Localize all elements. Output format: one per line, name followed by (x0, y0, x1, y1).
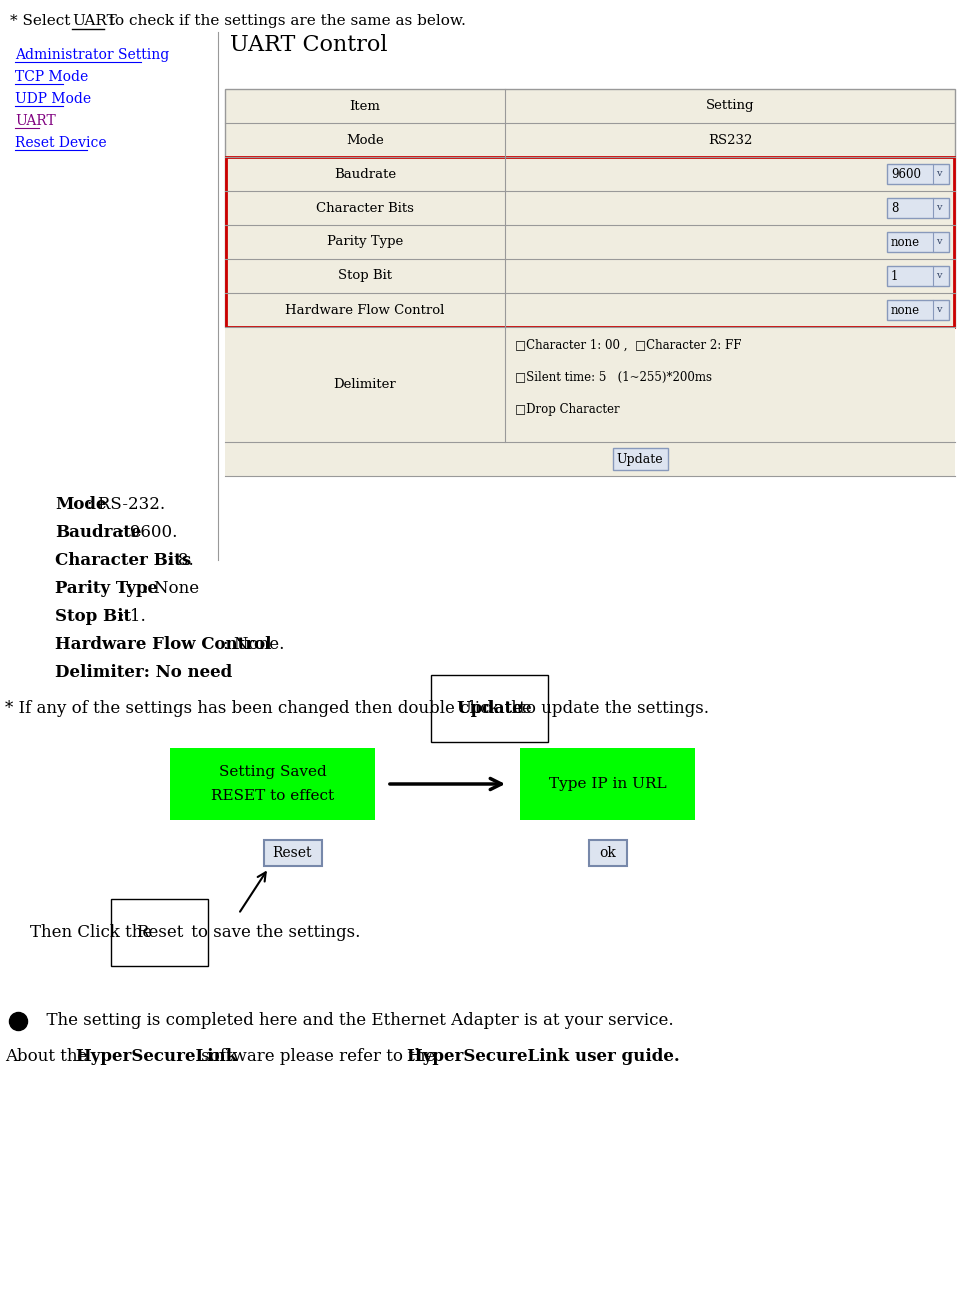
Text: Setting Saved: Setting Saved (219, 765, 326, 779)
Text: UART: UART (72, 14, 117, 29)
Bar (887, 164, 949, 184)
Text: : None.: : None. (223, 636, 284, 653)
Text: Character Bits: Character Bits (316, 201, 414, 214)
Text: □Drop Character: □Drop Character (515, 402, 620, 415)
Text: : 1.: : 1. (119, 607, 146, 626)
Text: none: none (891, 304, 920, 317)
Text: Type IP in URL: Type IP in URL (549, 778, 667, 790)
Text: UART Control: UART Control (230, 34, 387, 56)
Bar (225, 90, 955, 327)
Text: v: v (936, 204, 942, 213)
Text: HyperSecureLink: HyperSecureLink (76, 1047, 237, 1064)
Text: TCP Mode: TCP Mode (15, 70, 89, 84)
Bar (589, 840, 627, 866)
Text: : 8.: : 8. (167, 552, 194, 569)
Text: Mode: Mode (55, 496, 106, 513)
Text: v: v (936, 170, 942, 179)
Text: Update: Update (617, 453, 664, 466)
Text: Reset: Reset (272, 846, 312, 861)
Text: none: none (891, 235, 920, 248)
Text: Baudrate: Baudrate (55, 524, 141, 541)
Text: UDP Mode: UDP Mode (15, 92, 91, 106)
Bar (226, 157, 954, 327)
Text: ok: ok (599, 846, 616, 861)
Text: v: v (936, 271, 942, 280)
Text: Reset: Reset (136, 924, 183, 941)
Text: v: v (936, 238, 942, 247)
Text: □Silent time: 5   (1~255)*200ms: □Silent time: 5 (1~255)*200ms (515, 371, 712, 384)
Text: Mode: Mode (346, 134, 384, 147)
Text: Hardware Flow Control: Hardware Flow Control (285, 304, 445, 317)
Text: 9600: 9600 (891, 167, 921, 180)
Bar (887, 266, 949, 286)
Text: UART: UART (15, 114, 55, 129)
Text: : RS-232.: : RS-232. (87, 496, 165, 513)
Text: Delimiter: Delimiter (334, 378, 396, 391)
Text: Hardware Flow Control: Hardware Flow Control (55, 636, 271, 653)
Text: Reset Device: Reset Device (15, 136, 107, 151)
Text: RESET to effect: RESET to effect (211, 789, 334, 803)
Text: Administrator Setting: Administrator Setting (15, 48, 169, 62)
Text: The setting is completed here and the Ethernet Adapter is at your service.: The setting is completed here and the Et… (36, 1012, 673, 1029)
Bar (887, 232, 949, 252)
Text: Delimiter: No need: Delimiter: No need (55, 665, 233, 681)
Text: Update: Update (456, 700, 523, 716)
Text: RS232: RS232 (707, 134, 752, 147)
Bar (225, 327, 955, 443)
Text: Setting: Setting (705, 100, 754, 113)
Text: Parity Type: Parity Type (55, 580, 158, 597)
Text: 8: 8 (891, 201, 898, 214)
Text: software please refer to the: software please refer to the (196, 1047, 440, 1064)
Text: Parity Type: Parity Type (327, 235, 403, 248)
Text: HyperSecureLink user guide.: HyperSecureLink user guide. (407, 1047, 680, 1064)
Bar (612, 448, 667, 470)
Bar (225, 443, 955, 476)
Text: to check if the settings are the same as below.: to check if the settings are the same as… (104, 14, 466, 29)
Text: About the: About the (5, 1047, 92, 1064)
Text: Baudrate: Baudrate (334, 167, 396, 180)
Bar (264, 840, 321, 866)
Bar (520, 748, 695, 820)
Text: Stop Bit: Stop Bit (55, 607, 131, 626)
Text: Then Click the: Then Click the (30, 924, 158, 941)
Bar (170, 748, 375, 820)
Bar (887, 300, 949, 321)
Text: : 9600.: : 9600. (119, 524, 177, 541)
Bar (887, 199, 949, 218)
Text: * If any of the settings has been changed then double click the: * If any of the settings has been change… (5, 700, 537, 716)
Text: Stop Bit: Stop Bit (338, 270, 392, 283)
Text: to update the settings.: to update the settings. (514, 700, 709, 716)
Text: v: v (936, 305, 942, 314)
Text: □Character 1: 00 ,  □Character 2: FF: □Character 1: 00 , □Character 2: FF (515, 339, 741, 352)
Text: * Select: * Select (10, 14, 75, 29)
Text: Item: Item (349, 100, 380, 113)
Text: : None: : None (143, 580, 199, 597)
Text: to save the settings.: to save the settings. (186, 924, 360, 941)
Text: 1: 1 (891, 270, 898, 283)
Text: Character Bits: Character Bits (55, 552, 191, 569)
